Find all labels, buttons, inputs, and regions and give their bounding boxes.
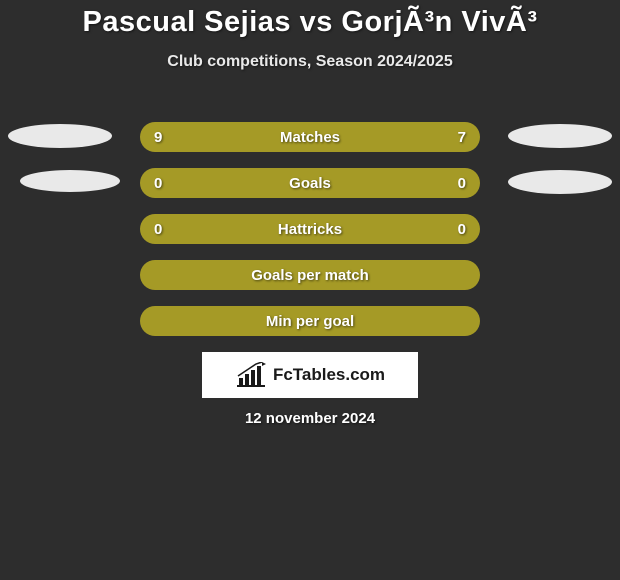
stat-bar: 0 Hattricks 0 (140, 214, 480, 244)
right-ellipse (508, 170, 612, 194)
chart-icon (235, 362, 267, 388)
stat-row-matches: 9 Matches 7 (0, 122, 620, 168)
right-ellipse (508, 124, 612, 148)
left-ellipse (20, 170, 120, 192)
stat-label: Matches (140, 129, 480, 146)
right-value: 0 (458, 221, 466, 238)
date-text: 12 november 2024 (0, 410, 620, 427)
left-value: 9 (154, 129, 162, 146)
stat-row-goals: 0 Goals 0 (0, 168, 620, 214)
subtitle: Club competitions, Season 2024/2025 (0, 53, 620, 71)
stat-rows: 9 Matches 7 0 Goals 0 0 Hattricks 0 (0, 122, 620, 352)
stat-bar: 9 Matches 7 (140, 122, 480, 152)
stat-label: Min per goal (140, 313, 480, 330)
brand-badge: FcTables.com (202, 352, 418, 398)
stat-row-min-per-goal: Min per goal (0, 306, 620, 352)
stat-row-goals-per-match: Goals per match (0, 260, 620, 306)
stat-bar: Goals per match (140, 260, 480, 290)
right-value: 7 (458, 129, 466, 146)
stat-bar: Min per goal (140, 306, 480, 336)
stat-row-hattricks: 0 Hattricks 0 (0, 214, 620, 260)
right-value: 0 (458, 175, 466, 192)
left-value: 0 (154, 221, 162, 238)
page-title: Pascual Sejias vs GorjÃ³n VivÃ³ (0, 0, 620, 39)
brand-text: FcTables.com (273, 365, 385, 385)
stat-label: Goals (140, 175, 480, 192)
stat-label: Goals per match (140, 267, 480, 284)
left-value: 0 (154, 175, 162, 192)
stat-bar: 0 Goals 0 (140, 168, 480, 198)
left-ellipse (8, 124, 112, 148)
stats-card: Pascual Sejias vs GorjÃ³n VivÃ³ Club com… (0, 0, 620, 580)
stat-label: Hattricks (140, 221, 480, 238)
